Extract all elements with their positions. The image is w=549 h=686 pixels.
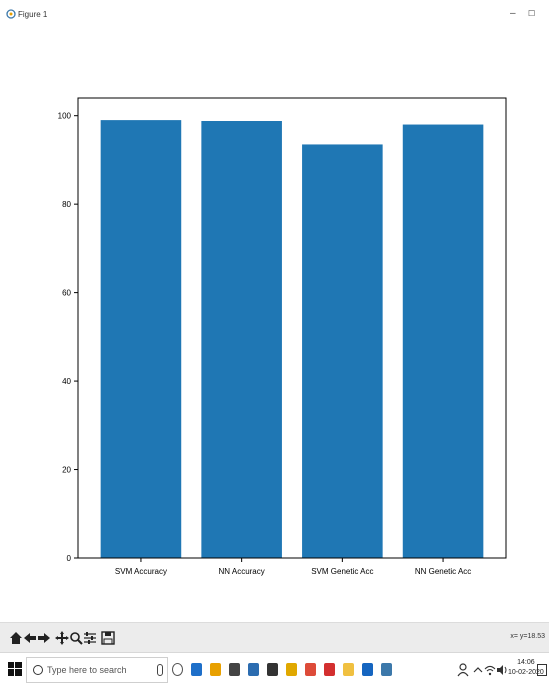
chrome-icon[interactable] <box>305 663 316 676</box>
people-icon[interactable] <box>457 663 469 677</box>
y-axis: 0 20 40 60 80 100 <box>58 112 78 563</box>
forward-icon[interactable] <box>36 628 52 648</box>
y-tick-label: 100 <box>58 112 72 121</box>
chevron-up-icon[interactable] <box>472 663 484 677</box>
windows-taskbar: Type here to search 14:06 10-02-2020 <box>0 652 549 686</box>
pan-icon[interactable] <box>54 628 70 648</box>
camera-icon[interactable] <box>229 663 240 676</box>
save-icon[interactable] <box>100 628 116 648</box>
taskbar-search-box[interactable]: Type here to search <box>26 657 168 683</box>
microphone-icon[interactable] <box>157 664 163 676</box>
x-tick-label: NN Accuracy <box>219 567 265 576</box>
vlc-icon[interactable] <box>362 663 373 676</box>
coordinate-readout: x= y=18.53 <box>510 633 545 640</box>
explorer-icon[interactable] <box>286 663 297 676</box>
plot-frame <box>77 97 507 559</box>
x-tick-label: SVM Genetic Acc <box>311 567 373 576</box>
task-view-icon[interactable] <box>172 663 183 676</box>
notes-icon[interactable] <box>267 663 278 676</box>
back-icon[interactable] <box>22 628 38 648</box>
clock-date: 10-02-2020 <box>508 669 544 676</box>
figure-canvas: 0 20 40 60 80 100 SVM Accuracy NN Accuracy SVM … <box>0 30 549 620</box>
volume-icon[interactable] <box>496 663 508 677</box>
python-icon[interactable] <box>381 663 392 676</box>
acrobat-icon[interactable] <box>324 663 335 676</box>
window-title: Figure 1 <box>18 10 48 19</box>
y-tick-label: 20 <box>62 466 71 475</box>
phone-icon[interactable] <box>248 663 259 676</box>
action-center-icon[interactable] <box>537 664 547 676</box>
bar-svm-genetic-acc <box>302 144 383 558</box>
home-icon[interactable] <box>8 628 24 648</box>
network-icon[interactable] <box>484 663 496 677</box>
system-clock[interactable]: 14:06 10-02-2020 <box>508 658 544 678</box>
y-tick-label: 60 <box>62 289 71 298</box>
bar-nn-genetic-acc <box>402 124 484 559</box>
x-tick-label: SVM Accuracy <box>115 567 167 576</box>
matplotlib-toolbar: x= y=18.53 <box>0 622 549 652</box>
maximize-button[interactable]: ☐ <box>528 9 536 18</box>
edge-icon[interactable] <box>191 663 202 676</box>
title-bar: Figure 1 – ☐ <box>0 0 549 30</box>
bars-group <box>100 120 484 559</box>
bar-svm-accuracy <box>100 120 182 558</box>
search-placeholder: Type here to search <box>47 665 127 675</box>
y-tick-label: 0 <box>67 554 72 563</box>
y-tick-label: 40 <box>62 377 71 386</box>
x-axis: SVM Accuracy NN Accuracy SVM Genetic Acc NN… <box>115 558 471 576</box>
files-icon[interactable] <box>343 663 354 676</box>
bar-nn-accuracy <box>201 121 282 558</box>
clock-time: 14:06 <box>517 659 535 666</box>
cortana-icon <box>33 665 43 675</box>
app-icon <box>6 9 16 19</box>
windows-start-icon[interactable] <box>8 662 22 676</box>
x-tick-label: NN Genetic Acc <box>415 567 471 576</box>
minimize-button[interactable]: – <box>510 8 516 19</box>
zoom-icon[interactable] <box>68 628 84 648</box>
store-icon[interactable] <box>210 663 221 676</box>
y-tick-label: 80 <box>62 200 71 209</box>
configure-icon[interactable] <box>82 628 98 648</box>
